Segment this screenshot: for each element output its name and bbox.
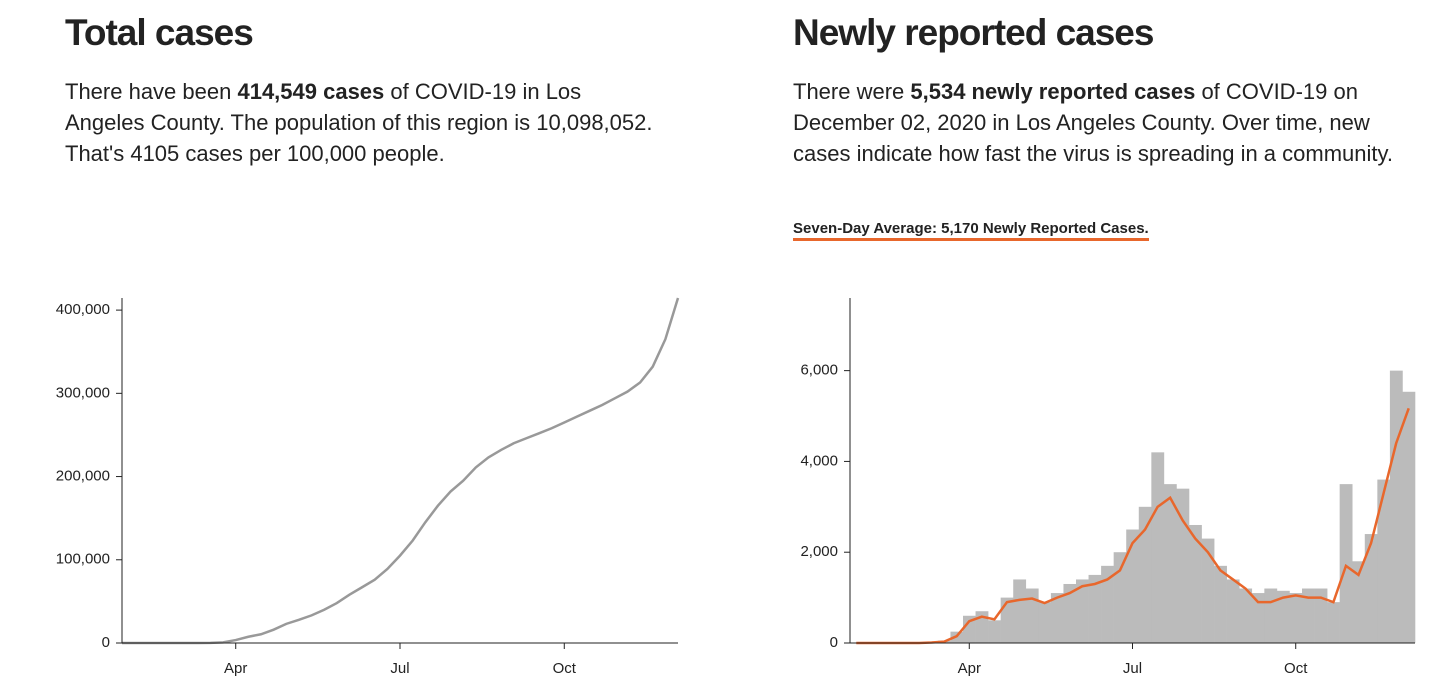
bar: [1126, 529, 1140, 643]
bar: [1201, 538, 1215, 643]
bar: [1302, 588, 1315, 643]
y-tick-label: 400,000: [56, 301, 110, 318]
bar: [1038, 602, 1052, 643]
description: There have been 414,549 cases of COVID-1…: [65, 76, 665, 169]
bar: [1226, 579, 1240, 643]
title: Total cases: [65, 12, 254, 53]
bar: [1314, 588, 1328, 643]
x-tick-label: Apr: [224, 660, 247, 677]
bar: [1050, 593, 1064, 643]
bar: [1402, 391, 1416, 643]
text-bold: 414,549 cases: [237, 79, 385, 104]
bar: [1364, 534, 1378, 643]
bar: [1251, 593, 1265, 643]
y-tick-label: 100,000: [56, 551, 110, 568]
bar: [1025, 588, 1039, 643]
bar: [1264, 588, 1278, 643]
x-tick-label: Oct: [1284, 660, 1308, 677]
y-tick-label: 4,000: [800, 452, 838, 469]
average-label: Seven-Day Average: 5,170 Newly Reported …: [793, 220, 1149, 241]
bar: [1377, 479, 1391, 643]
bar: [1076, 579, 1089, 643]
bar: [1389, 370, 1403, 643]
bar: [975, 611, 989, 643]
bar: [1088, 574, 1102, 643]
bar: [1339, 484, 1353, 643]
bar: [1013, 579, 1027, 643]
bar: [1352, 561, 1366, 643]
bar: [1101, 565, 1114, 643]
x-tick-label: Apr: [958, 660, 981, 677]
text: There were: [793, 79, 911, 104]
y-tick-label: 0: [102, 634, 110, 651]
average-line: [856, 407, 1410, 645]
bar: [1189, 524, 1202, 643]
x-tick-label: Oct: [553, 660, 577, 677]
description: There were 5,534 newly reported cases of…: [793, 76, 1413, 169]
bar: [988, 620, 1001, 643]
text: of COVID-19 on December 02, 2020 in Los …: [793, 79, 1393, 166]
y-tick-label: 300,000: [56, 384, 110, 401]
bar: [1000, 597, 1014, 643]
bar: [1289, 593, 1303, 643]
bar: [1113, 552, 1127, 643]
bar: [1239, 588, 1253, 643]
bar: [1276, 590, 1290, 643]
bar: [1327, 602, 1340, 643]
text: There have been: [65, 79, 238, 104]
bar: [963, 615, 976, 643]
title: Newly reported cases: [793, 12, 1154, 53]
y-tick-label: 0: [830, 634, 838, 651]
x-tick-label: Jul: [390, 660, 409, 677]
text-bold: 5,534 newly reported cases: [910, 79, 1196, 104]
text: of COVID-19 in Los Angeles County. The p…: [65, 79, 653, 166]
bar: [1163, 484, 1177, 643]
bar: [1138, 506, 1152, 643]
x-tick-label: Jul: [1123, 660, 1142, 677]
bar: [1214, 565, 1227, 643]
y-tick-label: 200,000: [56, 468, 110, 485]
y-tick-label: 2,000: [800, 543, 838, 560]
y-tick-label: 6,000: [800, 362, 838, 379]
bar: [1063, 583, 1077, 643]
line: [122, 297, 680, 645]
bar: [1151, 452, 1165, 643]
